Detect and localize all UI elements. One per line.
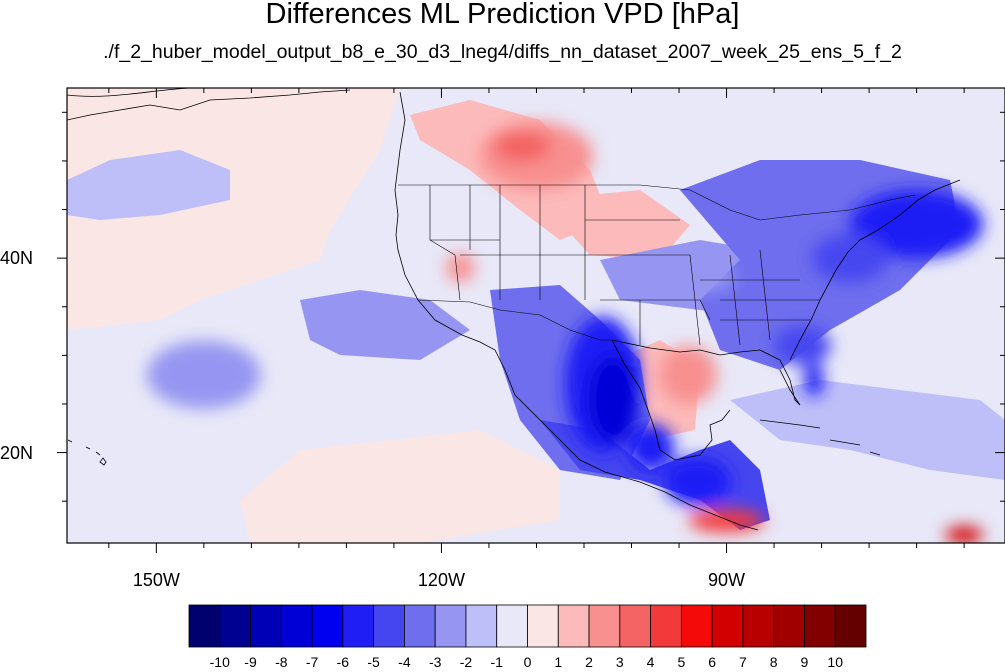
eastern-pacific-negative-region (300, 290, 470, 360)
colorbar-swatch (804, 604, 836, 648)
alaska-coast (67, 89, 351, 121)
us-mexico-border (417, 299, 612, 341)
field-blob (850, 190, 984, 259)
axis-ticks (57, 88, 1005, 553)
colorbar-swatch (465, 604, 498, 648)
hawaii-islands (67, 439, 107, 466)
colorbar-swatch (250, 604, 282, 648)
colorbar-swatch (527, 604, 559, 648)
plains-positive-region (540, 190, 690, 260)
us-canada-border (398, 184, 916, 221)
pacific-positive-region (67, 88, 400, 330)
field-blob (493, 130, 551, 162)
north-america-west-coast (67, 88, 759, 531)
lat-label: 20N (0, 442, 34, 463)
colorbar-swatch (434, 604, 467, 648)
colorbar-swatch (711, 604, 744, 648)
colorbar-label: 2 (585, 654, 593, 670)
far-west-negative-region (67, 150, 230, 220)
colorbar (188, 604, 867, 648)
state-lines (429, 185, 820, 346)
colorbar-swatch (342, 604, 375, 648)
field-blob (804, 362, 824, 398)
colorbar-label: -9 (244, 654, 257, 670)
colorbar-label: -1 (490, 654, 503, 670)
colorbar-label: -10 (209, 654, 230, 670)
coastlines (67, 88, 961, 531)
colorbar-swatch (834, 604, 867, 648)
colorbar-swatch (650, 604, 682, 648)
colorbar-label: -6 (336, 654, 350, 670)
colorbar-swatch (404, 604, 436, 648)
colorbar-swatch (557, 604, 590, 648)
colorbar-label: -4 (398, 654, 411, 670)
colorbar-label: 8 (769, 654, 778, 670)
field-blob (446, 253, 475, 283)
lon-label: 150W (132, 570, 180, 590)
field-blob (588, 355, 637, 443)
colorbar-swatch (619, 604, 651, 648)
colorbar-swatch (311, 604, 344, 648)
colorbar-label: -3 (428, 654, 442, 670)
map-subtitle: ./f_2_huber_model_output_b8_e_30_d3_lneg… (103, 41, 902, 63)
colorbar-label: 6 (708, 654, 717, 670)
tropical-pacific-positive-region (240, 430, 560, 543)
colorbar-swatch (373, 604, 405, 648)
colorbar-swatch (219, 604, 251, 648)
field-blob (660, 263, 737, 293)
colorbar-label: 3 (615, 654, 624, 670)
intensity-blobs (146, 122, 984, 543)
gulf-coast (611, 339, 801, 461)
map-title: Differences ML Prediction VPD [hPa] (265, 0, 740, 30)
field-blob (664, 457, 732, 507)
field-blob (812, 233, 889, 283)
plot-area (67, 88, 1005, 543)
colorbar-swatch (496, 604, 528, 648)
lon-label: 90W (708, 570, 746, 590)
field-blob (774, 326, 832, 366)
colorbar-label: 0 (523, 654, 532, 670)
political-borders (398, 184, 916, 346)
lon-label: 120W (417, 570, 465, 590)
colorbar-label: 9 (800, 654, 809, 670)
colorbar-swatch (588, 604, 621, 648)
colorbar-label: -7 (305, 654, 319, 670)
colorbar-swatch (680, 604, 713, 648)
colorbar-label: 1 (554, 654, 563, 670)
colorbar-label: -5 (367, 654, 380, 670)
lat-label: 40N (0, 248, 34, 269)
colorbar-label: -2 (459, 654, 473, 670)
colorbar-label: -8 (275, 654, 288, 670)
colorbar-label: 10 (827, 654, 843, 670)
east-coast (789, 179, 961, 361)
field-blob (660, 345, 718, 404)
colorbar-label: 4 (646, 654, 655, 670)
colorbar-swatch (773, 604, 805, 648)
colorbar-label: 5 (677, 654, 686, 670)
field-blob (945, 526, 984, 543)
colorbar-label: 7 (739, 654, 747, 670)
atlantic-negative-region (730, 380, 1005, 480)
colorbar-swatch (280, 604, 313, 648)
field-blob (146, 340, 261, 409)
colorbar-swatch (742, 604, 775, 648)
caribbean-islands (759, 419, 881, 456)
colorbar-swatch (188, 604, 221, 648)
field-blob (626, 423, 675, 473)
